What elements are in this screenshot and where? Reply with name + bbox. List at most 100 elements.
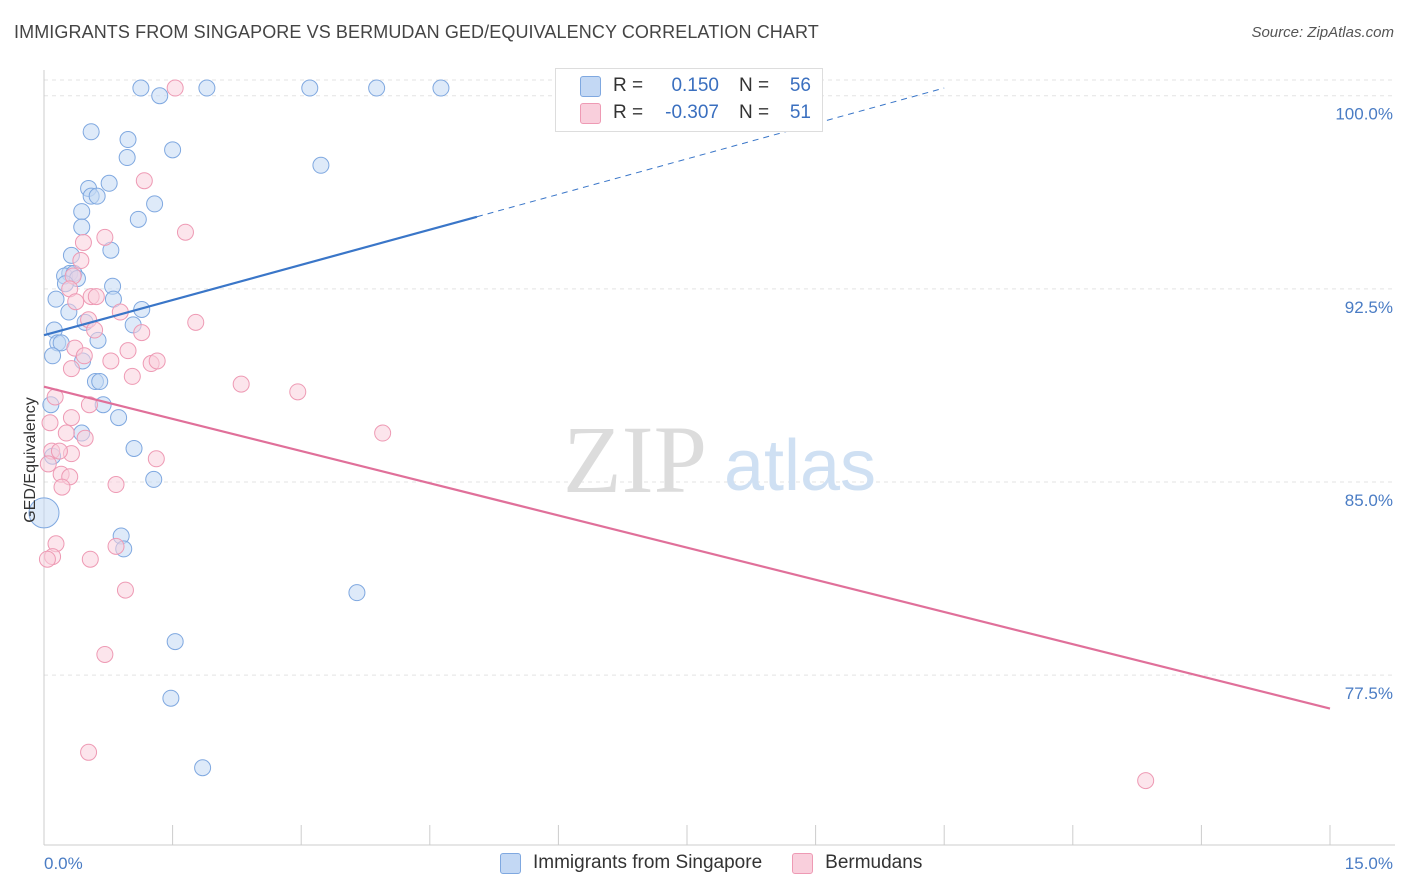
bermudan-point-48 xyxy=(80,743,98,761)
singapore-point-48 xyxy=(28,497,60,529)
bermudan-point-46 xyxy=(116,581,134,599)
legend-n-value: 56 xyxy=(789,75,811,96)
singapore-point-1 xyxy=(151,87,169,105)
bermudan-point-30 xyxy=(57,424,75,442)
singapore-point-8 xyxy=(118,149,136,167)
singapore-point-53 xyxy=(162,689,180,707)
watermark: ZIP atlas xyxy=(563,406,876,513)
bermudan-point-21 xyxy=(148,352,166,370)
y-axis-label: GED/Equivalency xyxy=(22,397,39,522)
chart-title: IMMIGRANTS FROM SINGAPORE VS BERMUDAN GE… xyxy=(14,22,819,42)
y-tick-label-0: 77.5% xyxy=(1345,684,1393,703)
singapore-point-2 xyxy=(198,79,216,97)
bermudan-point-31 xyxy=(374,424,392,442)
bermudan-point-29 xyxy=(41,414,59,432)
bermudan-point-23 xyxy=(123,367,141,385)
bermudan-point-13 xyxy=(187,313,205,331)
bermudan-point-42 xyxy=(107,537,125,555)
singapore-point-4 xyxy=(368,79,386,97)
series-bermudans xyxy=(38,79,1155,790)
bermudan-point-39 xyxy=(107,476,125,494)
trend-line-bermudans xyxy=(43,385,1331,710)
singapore-point-14 xyxy=(100,174,118,192)
singapore-point-0 xyxy=(132,79,150,97)
gridlines xyxy=(44,79,1395,676)
trend-line-singapore-extension xyxy=(476,87,945,218)
legend-row-singapore: R = 0.150 N = 56 xyxy=(580,74,811,98)
legend-label-singapore: Immigrants from Singapore xyxy=(533,852,763,873)
bermudan-point-22 xyxy=(62,360,80,378)
x-tick-label-1: 15.0% xyxy=(1345,854,1393,873)
singapore-point-54 xyxy=(194,759,212,777)
bermudan-point-44 xyxy=(81,550,99,568)
singapore-point-3 xyxy=(301,79,319,97)
bermudan-point-32 xyxy=(76,429,94,447)
series-singapore xyxy=(28,79,450,777)
legend-row-bermudans: R = -0.307 N = 51 xyxy=(580,101,811,125)
bermudan-point-15 xyxy=(133,324,151,342)
y-tick-label-3: 100.0% xyxy=(1335,105,1393,124)
singapore-point-16 xyxy=(146,195,164,213)
bermudan-point-10 xyxy=(67,293,85,311)
watermark-atlas: atlas xyxy=(724,426,876,506)
bermudan-point-47 xyxy=(96,645,114,663)
legend-n-label: N = xyxy=(739,75,770,96)
bermudan-point-45 xyxy=(38,550,56,568)
singapore-point-17 xyxy=(129,210,147,228)
singapore-point-18 xyxy=(73,218,91,236)
axes xyxy=(43,70,1395,846)
bermudan-point-14 xyxy=(86,321,104,339)
trend-line-singapore xyxy=(43,215,478,337)
legend-label-bermudans: Bermudans xyxy=(825,852,923,873)
legend-swatch-singapore xyxy=(580,75,601,97)
singapore-point-5 xyxy=(432,79,450,97)
bermudan-point-0 xyxy=(166,79,184,97)
legend-swatch-singapore xyxy=(500,852,521,874)
singapore-point-7 xyxy=(119,131,137,149)
legend-r-value: 0.150 xyxy=(671,75,719,96)
bermudan-point-49 xyxy=(1137,772,1155,790)
legend-n-value: 51 xyxy=(789,102,811,123)
legend-r-label: R = xyxy=(613,102,644,123)
tick-labels: 77.5% 85.0% 92.5% 100.0% 0.0% 15.0% xyxy=(44,105,1393,873)
bermudan-point-28 xyxy=(62,409,80,427)
correlation-legend: R = 0.150 N = 56 R = -0.307 N = 51 xyxy=(555,68,823,132)
singapore-point-51 xyxy=(348,584,366,602)
singapore-point-37 xyxy=(44,347,62,365)
bermudan-point-24 xyxy=(232,375,250,393)
singapore-point-40 xyxy=(91,373,109,391)
trend-lines xyxy=(43,87,1331,710)
bermudan-point-2 xyxy=(176,223,194,241)
bermudan-point-3 xyxy=(96,228,114,246)
singapore-point-45 xyxy=(125,439,143,457)
singapore-point-13 xyxy=(88,187,106,205)
singapore-point-6 xyxy=(82,123,100,141)
chart-source: Source: ZipAtlas.com xyxy=(1251,24,1394,41)
singapore-point-10 xyxy=(312,156,330,174)
bermudan-point-35 xyxy=(147,450,165,468)
bermudan-point-27 xyxy=(80,396,98,414)
legend-item-bermudans[interactable]: Bermudans xyxy=(792,852,922,874)
bermudan-point-25 xyxy=(289,383,307,401)
bermudan-point-19 xyxy=(102,352,120,370)
singapore-point-27 xyxy=(47,290,65,308)
singapore-point-9 xyxy=(164,141,182,159)
singapore-point-43 xyxy=(110,409,128,427)
y-tick-label-2: 92.5% xyxy=(1345,298,1393,317)
y-tick-label-1: 85.0% xyxy=(1345,491,1393,510)
bermudan-point-5 xyxy=(72,252,90,270)
bermudan-point-17 xyxy=(119,342,137,360)
watermark-zip: ZIP xyxy=(563,406,707,513)
legend-n-label: N = xyxy=(739,102,770,123)
bermudan-point-50 xyxy=(50,442,68,460)
series-legend: Immigrants from Singapore Bermudans xyxy=(500,852,952,874)
legend-swatch-bermudans xyxy=(792,852,814,874)
bermudan-point-18 xyxy=(75,347,93,365)
singapore-point-15 xyxy=(73,203,91,221)
legend-swatch-bermudans xyxy=(580,102,601,124)
legend-item-singapore[interactable]: Immigrants from Singapore xyxy=(500,852,762,874)
legend-r-value: -0.307 xyxy=(665,102,719,123)
x-tick-label-0: 0.0% xyxy=(44,854,83,873)
legend-r-label: R = xyxy=(613,75,644,96)
